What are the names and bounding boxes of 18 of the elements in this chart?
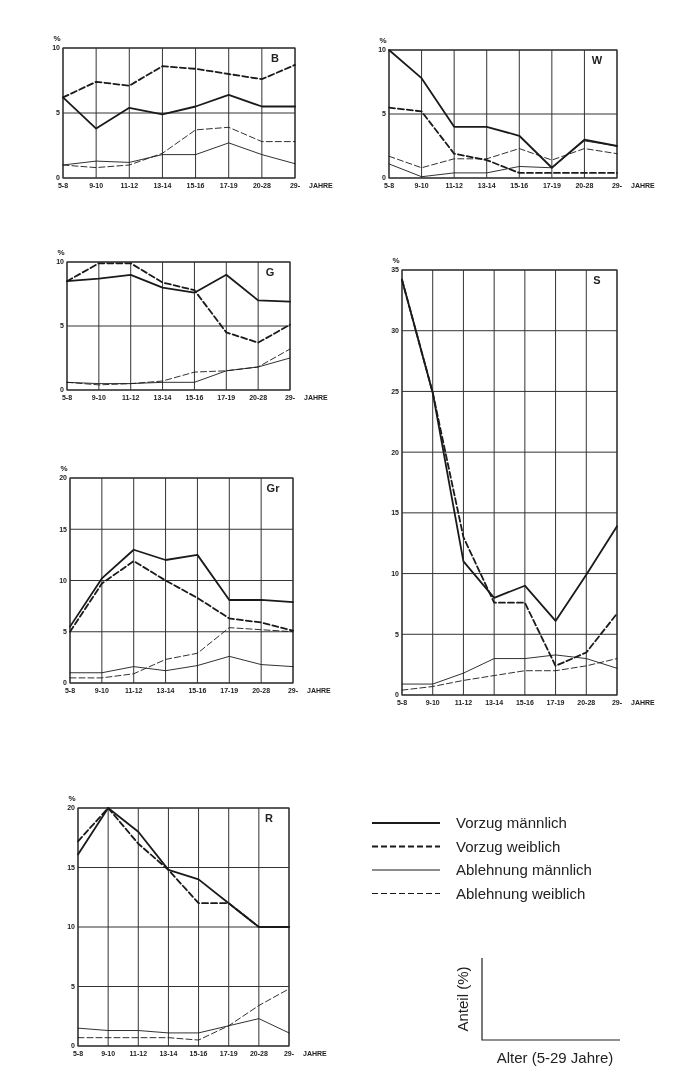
legend-label: Ablehnung männlich xyxy=(456,861,592,879)
y-axis-title: % xyxy=(57,248,65,257)
chart-title: Gr xyxy=(266,482,281,494)
y-axis-title: % xyxy=(53,34,61,43)
text: Alter (5-29 Jahre) xyxy=(496,1049,614,1066)
y-axis-title: % xyxy=(60,464,68,473)
chart-title: W xyxy=(591,54,603,66)
chart-title: G xyxy=(265,266,275,278)
text: Anteil (%) xyxy=(454,966,471,1032)
legend-label: Ablehnung weiblich xyxy=(456,884,586,902)
legend-label: Vorzug männlich xyxy=(456,814,567,832)
chart-title: B xyxy=(271,52,280,64)
chart-title: S xyxy=(593,274,601,286)
chart-title: R xyxy=(265,812,274,824)
legend-label: Vorzug weiblich xyxy=(456,837,561,855)
y-axis-title: % xyxy=(68,794,76,803)
y-axis-title: % xyxy=(392,256,400,265)
y-axis-title: % xyxy=(379,36,387,45)
